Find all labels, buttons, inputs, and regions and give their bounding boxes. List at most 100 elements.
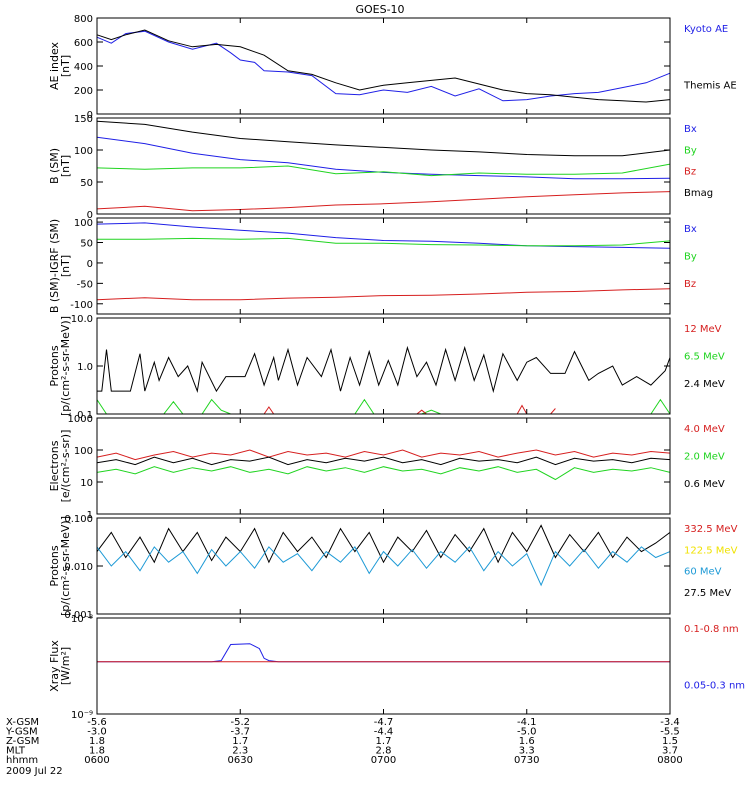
panel-2: 0 50 100 150 B (SM)[nT] Bx By Bz Bmag [48,114,713,221]
footer-row-value: 1.6 [519,736,535,747]
footer-row-value: 3.3 [519,746,535,757]
y-axis-label: Xray Flux[W/m²] [48,640,72,692]
legend-label: 122.5 MeV [684,545,738,556]
y-axis-label-line1: B (SM)-IGRF (SM) [48,219,61,313]
series-line-2-0-mev [96,466,671,481]
y-tick-label: 600 [74,38,93,49]
legend-label: Kyoto AE [684,24,728,35]
legend-label: Bx [684,224,697,235]
footer-row-value: 2.8 [376,746,392,757]
series-line-bz [96,288,671,301]
y-axis-label-line1: Protons [48,545,61,586]
y-tick-label: 150 [74,114,93,125]
legend-label: Themis AE [683,80,737,91]
footer-row-value: 0800 [657,755,682,766]
footer-row-label: Y-GSM [5,727,38,738]
y-tick-label: 400 [74,62,93,73]
footer-row-value: -4.1 [517,717,537,728]
panel-frame [96,117,671,215]
legend-label: 2.0 MeV [684,451,725,462]
footer-row-value: 1.8 [89,736,105,747]
footer-row-label: Z-GSM [6,736,39,747]
y-tick-label: 100 [74,446,93,457]
y-axis-label-line1: Xray Flux [48,640,61,692]
panel-6: 0.0010.0100.100Protons[p/(cm²-s-sr-MeV)]… [48,514,738,621]
y-tick-label: 10⁻⁸ [71,614,93,625]
y-tick-label: 800 [74,14,93,25]
footer-row-value: 1.5 [662,736,678,747]
y-tick-label: 50 [80,239,93,250]
footer-row-value: -4.4 [374,727,394,738]
series-line-themis-ae [96,29,671,103]
footer-row-value: 3.7 [662,746,678,757]
legend-label: Bz [684,279,696,290]
y-tick-label: 0 [87,259,93,270]
footer-row-value: 0700 [371,755,396,766]
y-axis-label-line1: Protons [48,345,61,386]
y-tick-label: 0.100 [64,514,93,525]
legend-label: 332.5 MeV [684,524,738,535]
y-axis-label: B (SM)-IGRF (SM)[nT] [48,219,72,313]
footer-row-value: 1.8 [89,746,105,757]
footer-row-value: 0630 [228,755,253,766]
y-tick-label: -50 [77,279,93,290]
legend-label: Bz [684,167,696,178]
legend-label: 0.6 MeV [684,479,725,490]
footer-row-label: MLT [6,746,26,757]
legend-label: 0.1-0.8 nm [684,624,739,635]
legend-label: By [684,251,697,262]
y-tick-label: 0 [87,110,93,121]
footer-row-value: -4.7 [374,717,394,728]
y-axis-label-line1: Electrons [48,440,61,491]
y-tick-label: 50 [80,178,93,189]
y-axis-label: Electrons[e/(cm²-s-sr)] [48,430,72,503]
footer-row-value: 0600 [84,755,109,766]
footer-row-label: X-GSM [6,717,39,728]
legend-label: 12 MeV [684,324,722,335]
series-line-kyoto-ae [96,30,671,102]
y-tick-label: -100 [70,300,93,311]
footer-row-value: -3.4 [660,717,680,728]
series-line-by [96,163,671,177]
date-label: 2009 Jul 22 [6,766,63,777]
series-line-60-mev [96,546,671,587]
y-axis-label-line2: [W/m²] [59,647,72,685]
footer-row-value: -3.7 [230,727,250,738]
series-line-bz [96,191,671,212]
panel-1: 0 200 400 600 800 AE index[nT] Kyoto AE Themis … [48,14,737,121]
y-axis-label: AE index[nT] [48,41,72,90]
y-axis-label-line2: [p/(cm²-s-sr-MeV)] [59,516,72,616]
y-axis-label-line2: [p/(cm²-s-sr-MeV)] [59,316,72,416]
panel-7: 10⁻⁹ 10⁻⁸ Xray Flux[W/m²] 0.1-0.8 nm 0.05-0.… [48,614,745,721]
y-tick-label: 10.0 [71,314,93,325]
series-line-0-6-mev [96,456,671,466]
panel-frame [96,417,671,515]
legend-label: Bx [684,124,697,135]
footer-row-value: 0730 [514,755,539,766]
plot-title: GOES-10 [355,3,404,16]
footer-row-value: 1.7 [376,736,392,747]
series-line-0-05-0-3-nm [97,643,670,663]
legend-label: By [684,145,697,156]
series-line-4-0-mev [96,449,671,461]
y-axis-label: Protons[p/(cm²-s-sr-MeV)] [48,516,72,616]
y-axis-label-line2: [nT] [59,155,72,177]
legend-label: 6.5 MeV [684,351,725,362]
series-line-bx [96,136,671,180]
y-tick-label: 10 [80,478,93,489]
series-line-by [97,237,671,247]
footer-row-value: -5.6 [87,717,107,728]
legend-label: 4.0 MeV [684,424,725,435]
y-tick-label: 10⁻⁹ [71,710,93,721]
y-axis-label-line2: [nT] [59,55,72,77]
footer-row-value: -5.2 [230,717,250,728]
footer-row-value: -5.5 [660,727,680,738]
footer-row-value: 2.3 [232,746,248,757]
legend-label: 0.05-0.3 nm [684,680,745,691]
footer-row-value: 1.7 [232,736,248,747]
series-line-bmag [96,120,671,157]
legend-label: 60 MeV [684,567,722,578]
